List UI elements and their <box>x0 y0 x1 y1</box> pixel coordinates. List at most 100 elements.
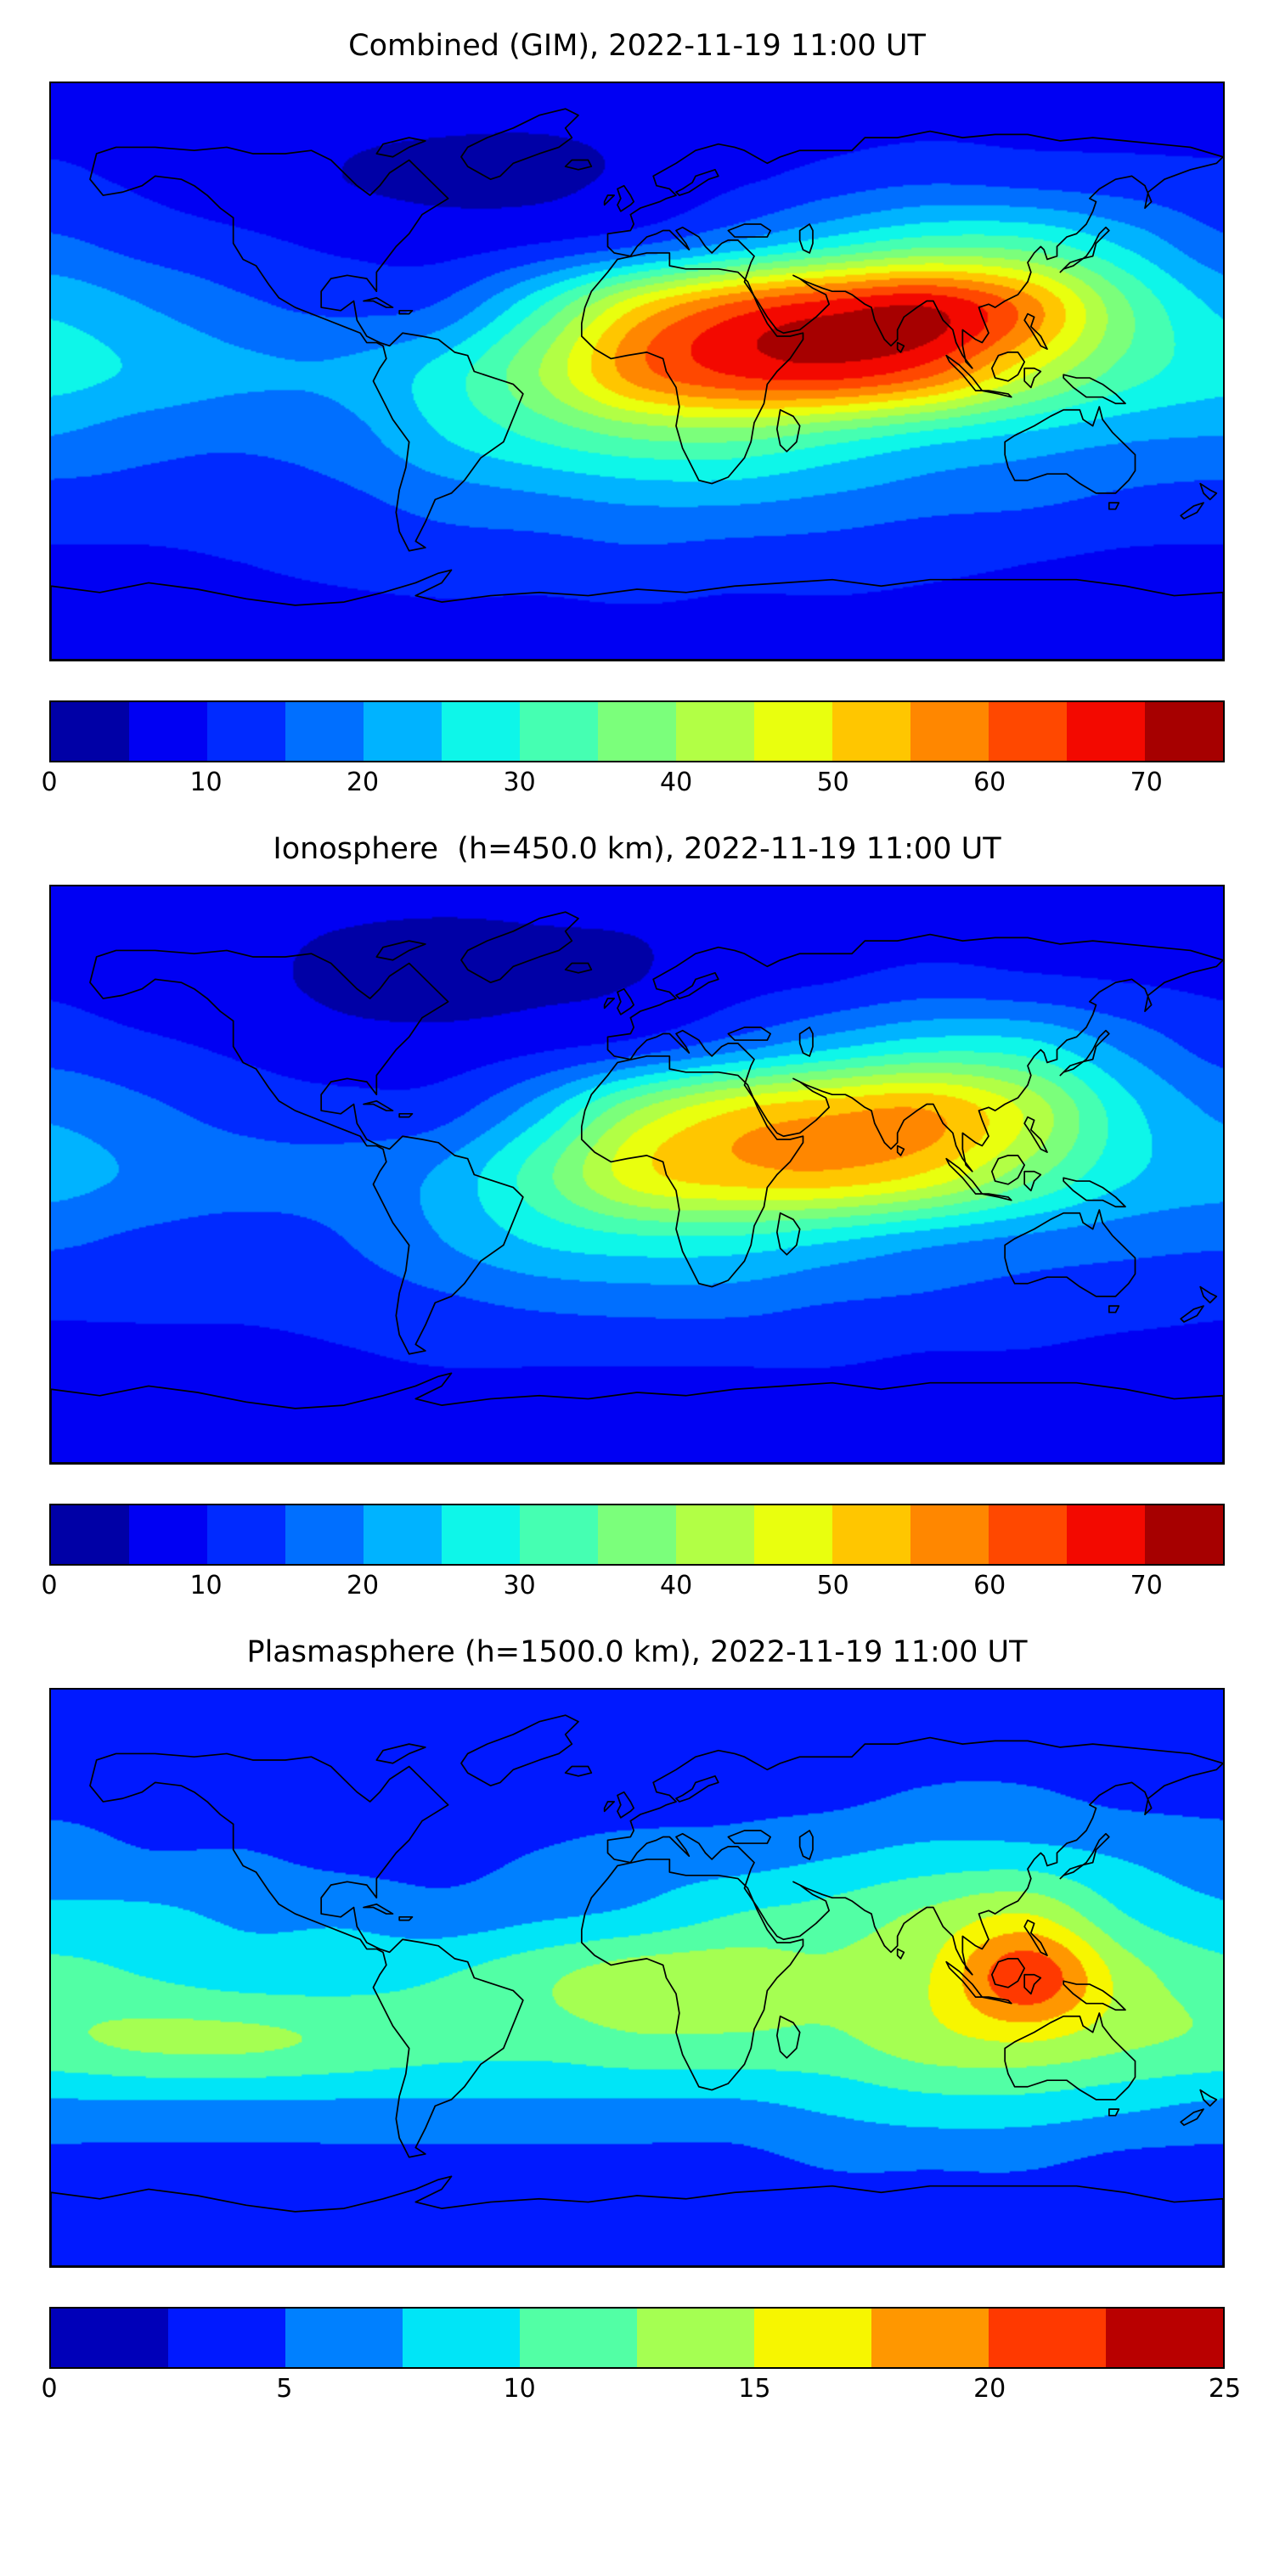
coastline-path <box>727 1830 772 1844</box>
colorbar-segment <box>51 1505 129 1564</box>
coastline-path <box>375 137 426 158</box>
colorbar-segment <box>989 2309 1106 2367</box>
colorbar-tick-label: 60 <box>973 1571 1006 1600</box>
colorbar-tick-label: 25 <box>1208 2374 1242 2404</box>
colorbar-segment <box>832 1505 910 1564</box>
colorbar-tick-label: 20 <box>973 2374 1006 2404</box>
coastline-path <box>896 341 905 353</box>
coastline-path <box>606 130 1223 369</box>
coastline-path <box>1023 1170 1042 1192</box>
panel-title: Plasmasphere (h=1500.0 km), 2022-11-19 1… <box>246 1635 1028 1669</box>
coastline-path <box>51 569 1223 660</box>
tec-field-canvas <box>51 83 1223 660</box>
coastline-path <box>896 1145 905 1156</box>
colorbar-ticks: 0 5 10 15 20 25 <box>41 2374 1241 2410</box>
colorbar-tick-label: 5 <box>276 2374 293 2404</box>
coastline-path <box>375 1743 426 1764</box>
figure-root: { "chart_data": [ { "type": "heatmap", "… <box>0 29 1274 2576</box>
colorbar-tick-label: 20 <box>346 768 380 797</box>
tec-field-canvas <box>51 886 1223 1463</box>
colorbar-segment <box>285 2309 403 2367</box>
world-map-plasmasphere <box>49 1688 1225 2268</box>
colorbar-segment <box>832 702 910 761</box>
colorbar-segment <box>598 702 676 761</box>
coastline-path <box>675 972 719 999</box>
coastline-path <box>775 408 801 453</box>
coastline-path <box>1059 1832 1110 1880</box>
colorbar-segment <box>598 1505 676 1564</box>
coastline-path <box>564 159 593 171</box>
coastline-path <box>1063 1177 1126 1208</box>
colorbar-tick-label: 50 <box>816 1571 849 1600</box>
coastline-path <box>363 1903 394 1915</box>
coastline-path <box>1180 2108 1204 2126</box>
coastline-path <box>798 1830 814 1860</box>
colorbar-segment <box>1067 702 1145 761</box>
coastline-path <box>580 1859 804 2091</box>
colorbar-tick-label: 30 <box>503 1571 536 1600</box>
coastline-path <box>990 1155 1026 1185</box>
coastline-path <box>798 223 814 254</box>
coastline-path <box>51 2175 1223 2266</box>
coastlines <box>51 911 1223 1463</box>
colorbar-segment <box>129 1505 207 1564</box>
colorbar-segment <box>442 1505 520 1564</box>
coastline-path <box>981 390 1012 398</box>
colorbar-segment <box>754 2309 871 2367</box>
colorbar-ticks: 0 10 20 30 40 50 60 70 <box>41 768 1225 803</box>
panel-combined: Combined (GIM), 2022-11-19 11:00 UT 0 10 2… <box>41 29 1225 803</box>
coastline-path <box>603 194 616 206</box>
coastline-path <box>1059 226 1110 273</box>
coastline-path <box>363 296 394 308</box>
colorbar-segment <box>51 2309 168 2367</box>
colorbar-segment <box>754 702 832 761</box>
coastlines <box>51 108 1223 660</box>
colorbar-segment <box>637 2309 754 2367</box>
colorbar-segment <box>364 702 442 761</box>
coastline-path <box>675 169 719 196</box>
coastline-path <box>398 309 414 315</box>
coastline-path <box>945 1960 984 1998</box>
coastlines <box>51 1714 1223 2266</box>
coastline-path <box>1059 1029 1110 1077</box>
coastline-path <box>1023 367 1042 389</box>
coastline-path <box>1063 374 1126 405</box>
colorbar-segment <box>403 2309 520 2367</box>
coastline-path <box>606 933 1223 1173</box>
colorbar-segment <box>989 1505 1067 1564</box>
colorbar-segment <box>1145 1505 1223 1564</box>
coastline-path <box>617 1791 635 1819</box>
colorbar-segment <box>285 702 364 761</box>
coastline-path <box>1004 1209 1136 1297</box>
colorbar-tick-label: 40 <box>660 1571 693 1600</box>
coastline-path <box>1023 1116 1048 1153</box>
coastline-path <box>1063 1980 1126 2011</box>
colorbar-segment <box>676 702 754 761</box>
coastline-path <box>1199 482 1218 501</box>
colorbar-tick-label: 10 <box>189 768 223 797</box>
coastline-path <box>1199 2089 1218 2107</box>
coastline-path <box>460 108 579 181</box>
colorbar-tick-label: 40 <box>660 768 693 797</box>
coastline-path <box>1004 2012 1136 2101</box>
colorbar-tick-label: 0 <box>41 2374 58 2404</box>
colorbar-segment <box>910 1505 989 1564</box>
coastline-path <box>564 1765 593 1777</box>
coastline-path <box>580 252 804 485</box>
coastline-path <box>896 1948 905 1960</box>
colorbar-tick-label: 20 <box>346 1571 380 1600</box>
colorbar-segment <box>871 2309 989 2367</box>
colorbar-tick-label: 50 <box>816 768 849 797</box>
colorbar-segment <box>285 1505 364 1564</box>
world-map-ionosphere <box>49 885 1225 1465</box>
coastline-path <box>775 2015 801 2059</box>
colorbar-segment <box>364 1505 442 1564</box>
colorbar-tick-label: 60 <box>973 768 1006 797</box>
coastline-path <box>580 1055 804 1288</box>
colorbar <box>49 1504 1225 1566</box>
coastline-path <box>603 998 616 1010</box>
panel-title: Ionosphere (h=450.0 km), 2022-11-19 11:0… <box>273 832 1001 866</box>
colorbar-segment <box>442 702 520 761</box>
colorbar-tick-label: 70 <box>1130 1571 1163 1600</box>
panel-ionosphere: Ionosphere (h=450.0 km), 2022-11-19 11:0… <box>41 832 1225 1606</box>
